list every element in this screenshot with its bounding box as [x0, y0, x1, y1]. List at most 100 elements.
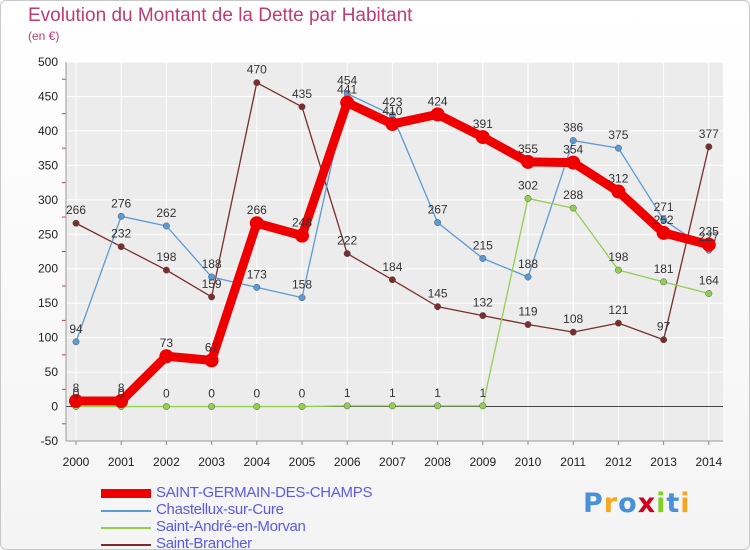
data-label: 0: [163, 387, 170, 401]
x-tick-label: 2005: [289, 455, 316, 469]
series-points: [69, 79, 716, 410]
data-point: [385, 117, 400, 132]
data-label: 266: [66, 203, 86, 217]
data-label: 276: [111, 196, 131, 210]
y-tick-label: 300: [38, 193, 58, 207]
data-label: 188: [518, 257, 538, 271]
data-point: [72, 338, 80, 346]
data-label: 132: [473, 296, 493, 310]
logo-letter: t: [666, 488, 681, 519]
data-label: 159: [202, 277, 222, 291]
data-point: [117, 212, 125, 220]
data-point: [295, 228, 309, 243]
data-label: 0: [73, 387, 80, 401]
legend-label: Saint-Brancher: [156, 535, 252, 550]
x-tick-label: 2014: [695, 455, 722, 469]
data-point: [343, 250, 351, 258]
data-label: 0: [118, 387, 125, 401]
y-tick-label: 50: [45, 365, 59, 379]
data-point: [430, 107, 445, 122]
data-label: 232: [111, 227, 131, 241]
legend-label: Saint-André-en-Morvan: [156, 518, 306, 535]
x-tick-label: 2004: [243, 455, 270, 469]
y-tick-label: 400: [38, 124, 58, 138]
data-label: 248: [292, 216, 312, 230]
data-point: [298, 403, 306, 410]
x-tick-label: 2010: [515, 455, 542, 469]
data-label: 235: [699, 225, 719, 239]
data-point: [660, 216, 668, 224]
data-label: 198: [608, 250, 628, 264]
data-label: 266: [247, 203, 267, 217]
data-label: 377: [699, 127, 719, 141]
x-tick-label: 2008: [424, 455, 451, 469]
logo-letter: o: [618, 488, 638, 519]
data-label: 354: [563, 143, 583, 157]
data-label: 0: [208, 387, 215, 401]
data-point: [117, 243, 125, 251]
data-label: 1: [479, 386, 486, 400]
data-label: 222: [337, 234, 357, 248]
data-point: [614, 319, 622, 327]
data-label: 164: [699, 274, 719, 288]
data-label: 386: [563, 121, 583, 135]
data-label: 262: [156, 206, 176, 220]
data-label: 67: [205, 340, 219, 354]
x-tick-label: 2003: [198, 455, 225, 469]
data-point: [660, 278, 668, 286]
data-labels: 2662321981594704352221841451321191081219…: [66, 63, 719, 401]
data-point: [162, 266, 170, 274]
data-label: 0: [299, 387, 306, 401]
x-tick-label: 2006: [334, 455, 361, 469]
y-tick-label: 0: [51, 400, 58, 414]
legend-label: Chastellux-sur-Cure: [156, 501, 284, 518]
legend-swatch: [101, 489, 151, 498]
x-tick-label: 2011: [560, 455, 586, 469]
data-point: [614, 266, 622, 274]
chart-subtitle: (en €): [28, 29, 60, 43]
data-label: 173: [247, 267, 267, 281]
data-label: 108: [563, 312, 583, 326]
data-label: 8: [73, 381, 80, 395]
data-point: [701, 237, 716, 252]
x-tick-label: 2001: [108, 455, 135, 469]
x-tick-label: 2009: [469, 455, 496, 469]
x-tick-label: 2007: [379, 455, 406, 469]
data-label: 454: [337, 74, 357, 88]
data-point: [388, 276, 396, 284]
data-label: 0: [253, 387, 260, 401]
x-tick-label: 2000: [63, 455, 90, 469]
data-point: [162, 403, 170, 410]
data-label: 375: [608, 128, 628, 142]
data-point: [705, 143, 713, 151]
data-label: 121: [608, 303, 628, 317]
data-point: [656, 225, 671, 240]
data-label: 391: [473, 117, 493, 131]
data-point: [524, 273, 532, 281]
data-label: 198: [156, 250, 176, 264]
legend-label: SAINT-GERMAIN-DES-CHAMPS: [156, 484, 373, 501]
y-tick-label: 450: [38, 89, 58, 103]
data-point: [208, 403, 216, 410]
data-point: [524, 321, 532, 328]
x-tick-label: 2013: [650, 455, 677, 469]
data-point: [343, 402, 351, 410]
logo-letter: i: [680, 488, 691, 519]
chart-title: Evolution du Montant de la Dette par Hab…: [28, 5, 413, 26]
data-point: [611, 184, 626, 199]
data-point: [208, 293, 216, 301]
data-point: [253, 283, 261, 291]
data-point: [253, 79, 261, 87]
y-tick-label: -50: [41, 434, 59, 448]
data-point: [569, 204, 577, 212]
y-tick-label: 100: [38, 331, 58, 345]
data-label: 119: [518, 305, 537, 319]
y-tick-label: 500: [38, 55, 58, 69]
data-label: 188: [202, 257, 222, 271]
data-label: 1: [344, 386, 351, 400]
data-label: 435: [292, 87, 312, 101]
logo-letter: i: [656, 488, 667, 519]
data-label: 470: [247, 63, 267, 77]
